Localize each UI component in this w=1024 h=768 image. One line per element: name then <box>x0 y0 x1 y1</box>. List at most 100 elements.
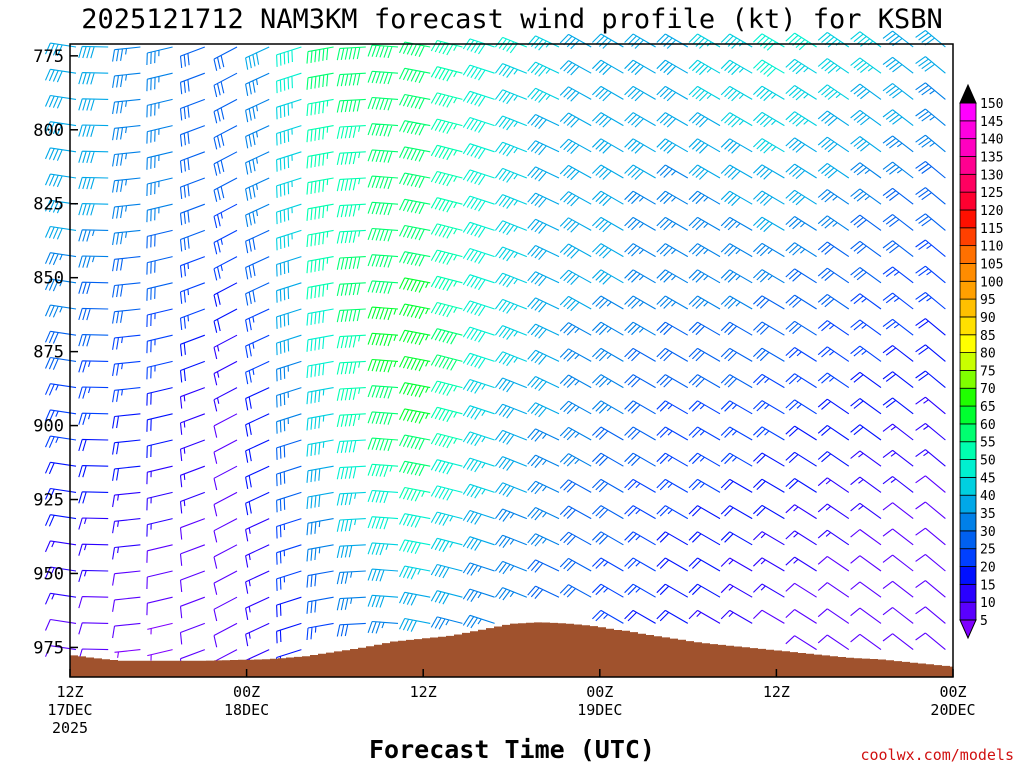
wind-barb <box>850 476 882 493</box>
wind-barb <box>112 177 141 193</box>
wind-barb <box>276 46 302 67</box>
colorbar-swatch <box>959 459 977 478</box>
wind-barb <box>276 308 302 329</box>
y-tick-label: 875 <box>33 343 64 363</box>
wind-barb <box>276 125 302 146</box>
wind-barb <box>817 189 850 205</box>
wind-barb <box>720 374 753 389</box>
wind-barb <box>494 351 528 367</box>
wind-barb <box>336 282 366 297</box>
wind-barb <box>592 478 624 493</box>
wind-barb <box>688 33 721 49</box>
wind-barb <box>462 143 495 160</box>
wind-barb <box>720 609 753 624</box>
wind-barb <box>367 175 399 190</box>
wind-barb <box>336 465 366 480</box>
wind-barb <box>656 112 689 128</box>
wind-barb <box>146 439 173 459</box>
x-tick-label: 12Z <box>763 683 790 701</box>
wind-barb <box>688 426 721 441</box>
wind-barb <box>179 229 205 252</box>
wind-barb <box>276 413 302 434</box>
wind-barb <box>112 46 141 62</box>
wind-barb <box>915 239 946 258</box>
wind-barb <box>624 33 656 49</box>
wind-barb <box>688 164 721 180</box>
wind-barb <box>753 33 785 51</box>
wind-barb <box>112 491 141 508</box>
wind-barb <box>276 544 302 565</box>
wind-barb <box>147 622 173 635</box>
wind-barb <box>112 622 141 639</box>
wind-barb <box>276 282 302 303</box>
wind-barb <box>336 72 366 87</box>
colorbar-swatch <box>959 370 977 389</box>
wind-barb <box>720 59 753 76</box>
colorbar-label: 30 <box>980 525 996 540</box>
wind-barb <box>656 452 689 467</box>
colorbar-label: 140 <box>980 133 1003 148</box>
colorbar-swatch <box>959 494 977 514</box>
wind-barb <box>112 256 141 272</box>
wind-barb <box>592 426 624 441</box>
wind-barb <box>494 587 528 601</box>
wind-barb <box>656 138 689 154</box>
wind-barb <box>559 243 592 259</box>
wind-barb <box>559 453 592 467</box>
wind-barb <box>527 87 560 103</box>
wind-barb <box>430 66 463 82</box>
wind-barb <box>753 321 785 336</box>
wind-barb <box>785 268 817 284</box>
wind-barb <box>850 240 882 258</box>
wind-barb <box>430 249 463 265</box>
wind-barb <box>624 269 656 284</box>
wind-barb <box>367 227 399 242</box>
wind-barb <box>146 518 173 537</box>
chart-title: 2025121712 NAM3KM forecast wind profile … <box>81 4 943 35</box>
wind-barb <box>527 559 560 573</box>
wind-barb <box>785 347 817 362</box>
wind-barb <box>462 90 495 107</box>
y-tick-label: 850 <box>33 269 64 289</box>
wind-barb <box>656 400 689 415</box>
terrain-layer <box>70 622 953 677</box>
wind-barb <box>399 120 431 136</box>
wind-barb <box>179 596 205 619</box>
wind-barb <box>430 432 463 449</box>
wind-barb <box>462 352 495 369</box>
wind-barb <box>336 596 366 611</box>
x-tick-label: 12Z <box>56 683 83 701</box>
colorbar-swatch <box>959 566 977 585</box>
wind-barb <box>882 423 914 441</box>
wind-barb <box>720 190 753 207</box>
wind-barb <box>494 482 528 498</box>
wind-barb <box>688 321 721 336</box>
wind-barb <box>245 46 270 70</box>
colorbar-label: 10 <box>980 596 996 611</box>
wind-barb <box>245 570 270 594</box>
wind-barb <box>915 82 946 100</box>
wind-barb <box>462 221 495 238</box>
wind-barb <box>559 584 592 598</box>
wind-barb <box>882 397 914 415</box>
wind-barb <box>882 266 914 284</box>
y-tick-label: 950 <box>33 564 64 584</box>
wind-barb <box>817 582 850 598</box>
wind-barb <box>527 585 560 599</box>
colorbar-label: 135 <box>980 150 1003 165</box>
wind-barb <box>276 387 302 408</box>
wind-barb <box>720 33 753 49</box>
colorbar-label: 120 <box>980 204 1003 219</box>
wind-barb <box>785 189 817 206</box>
colorbar-label: 15 <box>980 578 996 593</box>
wind-barb <box>112 125 141 141</box>
wind-barb <box>44 199 77 214</box>
wind-barb <box>399 617 431 632</box>
wind-barb <box>624 164 656 180</box>
wind-barb <box>688 505 721 520</box>
wind-barb <box>336 125 366 139</box>
wind-barb <box>688 138 721 154</box>
wind-barb <box>785 294 817 310</box>
wind-barb <box>78 438 109 452</box>
colorbar-label: 25 <box>980 543 996 558</box>
